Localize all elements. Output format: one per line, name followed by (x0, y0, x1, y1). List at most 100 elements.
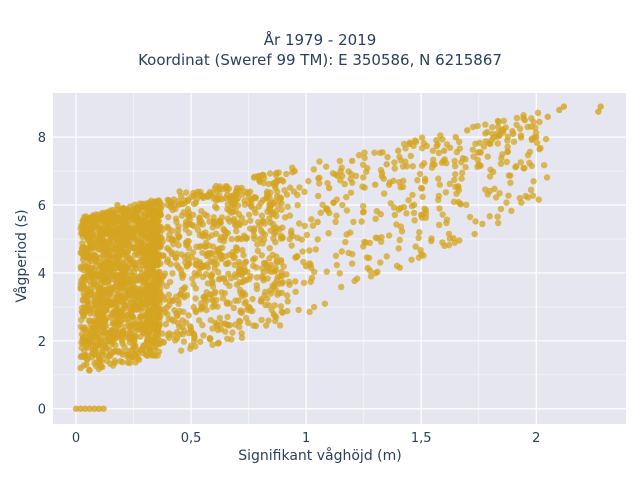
scatter-point (504, 143, 511, 151)
scatter-point (151, 251, 158, 259)
scatter-point (371, 149, 378, 156)
scatter-point (201, 211, 208, 218)
scatter-point (118, 207, 126, 214)
y-tick-label: 2 (38, 335, 46, 350)
scatter-point (543, 174, 551, 181)
scatter-point (193, 243, 200, 250)
scatter-point (163, 282, 170, 290)
scatter-point (504, 133, 512, 140)
scatter-point (103, 330, 110, 337)
scatter-point (291, 167, 298, 175)
scatter-point (492, 194, 500, 201)
scatter-point (286, 281, 293, 288)
scatter-point (185, 244, 193, 252)
x-axis-title: Signifikant våghöjd (m) (238, 448, 402, 464)
scatter-point (295, 220, 303, 227)
scatter-point (303, 231, 311, 239)
scatter-point (428, 237, 435, 245)
scatter-point (421, 175, 429, 183)
scatter-point (408, 256, 415, 263)
scatter-point (164, 201, 172, 209)
scatter-point (317, 209, 324, 216)
scatter-point (406, 140, 413, 148)
scatter-point (150, 258, 157, 265)
scatter-point (439, 211, 446, 218)
scatter-point (422, 206, 430, 214)
scatter-point (189, 275, 196, 282)
scatter-point (199, 193, 206, 200)
scatter-point (396, 264, 404, 271)
scatter-point (132, 352, 140, 359)
scatter-point (307, 278, 314, 285)
scatter-point (361, 184, 368, 191)
scatter-point (129, 280, 137, 287)
scatter-point (329, 170, 337, 177)
scatter-point (301, 222, 308, 230)
scatter-point (325, 230, 332, 237)
scatter-point (276, 194, 284, 201)
scatter-point (130, 233, 137, 241)
scatter-point (157, 205, 164, 213)
scatter-point (119, 221, 126, 228)
scatter-point (93, 222, 100, 229)
scatter-point (177, 290, 184, 298)
scatter-point (114, 201, 121, 209)
scatter-point (346, 229, 354, 236)
scatter-point (372, 215, 379, 223)
axis-ticks: 0 2 4 6 8 0 0,5 1 1,5 2 (38, 131, 541, 446)
scatter-point (391, 159, 398, 166)
scatter-point (85, 253, 92, 261)
scatter-point (92, 343, 99, 351)
scatter-point (171, 306, 178, 314)
scatter-point (439, 136, 446, 143)
scatter-point (237, 318, 244, 325)
scatter-point (259, 196, 267, 204)
scatter-point (419, 193, 426, 201)
scatter-point (116, 256, 123, 263)
scatter-point (117, 308, 125, 315)
scatter-point (191, 334, 198, 342)
scatter-point (544, 113, 551, 120)
scatter-point (153, 309, 160, 316)
scatter-point (534, 109, 542, 117)
scatter-point (505, 172, 513, 179)
scatter-point (383, 161, 390, 168)
scatter-point (390, 177, 397, 184)
scatter-point (310, 303, 318, 311)
scatter-point (175, 242, 182, 249)
scatter-point (415, 234, 422, 242)
scatter-point (152, 275, 160, 283)
scatter-point (129, 326, 136, 334)
scatter-point (168, 316, 176, 323)
scatter-point (185, 312, 192, 319)
scatter-point (89, 273, 97, 281)
scatter-point (144, 242, 152, 250)
scatter-point (137, 265, 144, 273)
scatter-point (560, 103, 568, 110)
scatter-point (529, 192, 537, 199)
scatter-point (228, 235, 235, 243)
scatter-point (176, 307, 183, 315)
scatter-point (463, 201, 470, 209)
scatter-point (106, 237, 113, 244)
scatter-point (189, 249, 197, 256)
scatter-point (510, 138, 518, 145)
scatter-point (111, 286, 119, 294)
scatter-point (522, 192, 529, 200)
scatter-point (283, 170, 290, 178)
scatter-point (349, 179, 356, 186)
scatter-point (175, 297, 182, 304)
scatter-point (81, 277, 89, 284)
scatter-point (80, 339, 87, 346)
scatter-point (412, 243, 419, 250)
scatter-point (84, 245, 92, 253)
scatter-point (180, 327, 188, 335)
scatter-point (385, 232, 393, 239)
scatter-point (286, 235, 293, 243)
scatter-point (211, 265, 218, 272)
scatter-point (250, 256, 257, 263)
scatter-point (96, 357, 104, 365)
scatter-point (99, 263, 107, 271)
scatter-point (507, 179, 514, 186)
scatter-point (486, 187, 494, 195)
